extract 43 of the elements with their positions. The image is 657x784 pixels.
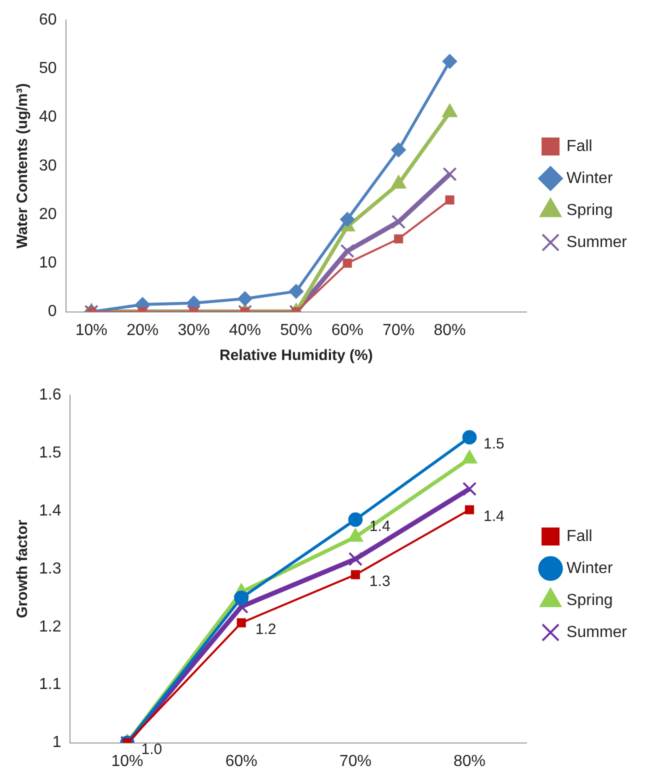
x-tick-label: 40% [228, 322, 261, 339]
y-tick-label: 0 [48, 303, 57, 320]
x-tick-label: 30% [178, 322, 210, 339]
x-tick-label: 80% [434, 322, 466, 339]
legend-label: Fall [566, 138, 592, 155]
y-tick-label: 1.1 [38, 676, 62, 694]
data-label: 1.5 [484, 435, 504, 452]
x-tick-label: 80% [453, 752, 486, 770]
y-tick-label: 10 [39, 254, 57, 272]
y-tick-label: 1.4 [38, 502, 62, 520]
x-tick-label: 70% [382, 322, 415, 339]
x-tick-label: 10% [75, 322, 108, 339]
legend-label: Spring [566, 202, 613, 219]
x-tick-label: 60% [225, 752, 258, 770]
data-label: 1.4 [484, 508, 504, 525]
x-axis-title: Relative Humidity (%) [219, 347, 373, 364]
y-tick-label: 40 [39, 108, 57, 126]
data-label: 1.2 [255, 620, 276, 638]
y-axis-title: Water Contents (ug/m³) [14, 83, 32, 249]
data-label: 1.4 [369, 518, 390, 535]
x-tick-label: 50% [280, 322, 312, 339]
legend-label: Fall [566, 528, 592, 545]
y-tick-label: 1.2 [38, 618, 62, 636]
data-label: 1.0 [141, 740, 162, 758]
x-tick-label: 20% [126, 322, 159, 339]
y-tick-label: 1.6 [38, 386, 62, 404]
y-tick-label: 1.3 [38, 560, 62, 578]
x-tick-label: 70% [339, 752, 372, 770]
legend-label: Winter [566, 560, 614, 577]
y-tick-label: 1 [52, 734, 62, 752]
y-tick-label: 30 [39, 157, 57, 174]
data-label: 1.3 [369, 572, 390, 590]
legend-label: Summer [566, 624, 628, 641]
legend-label: Winter [566, 170, 614, 187]
y-tick-label: 1.5 [38, 444, 62, 462]
x-tick-label: 10% [111, 752, 144, 770]
y-tick-label: 20 [39, 206, 57, 223]
y-tick-label: 60 [39, 11, 57, 28]
legend-label: Summer [566, 234, 628, 251]
y-axis-title: Growth factor [14, 520, 32, 618]
x-tick-label: 60% [331, 322, 364, 339]
y-tick-label: 50 [39, 60, 57, 78]
legend-label: Spring [566, 592, 613, 609]
